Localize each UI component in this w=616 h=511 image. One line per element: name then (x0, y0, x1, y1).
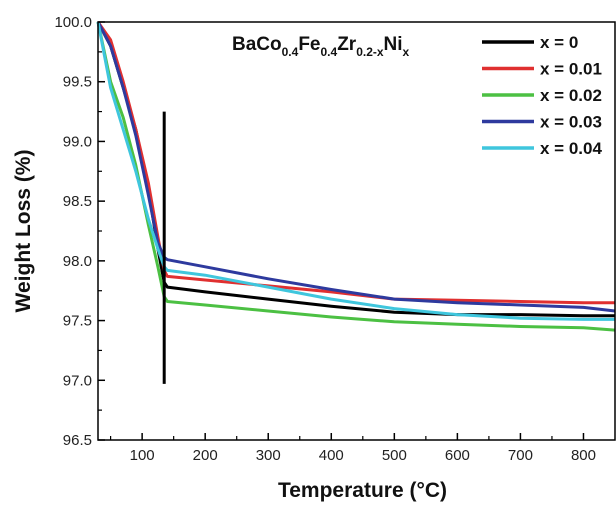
series-line-1 (96, 21, 615, 305)
x-tick-label-0: 100 (130, 447, 155, 464)
y-tick-label-2: 97.5 (63, 313, 92, 330)
y-axis-title: Weight Loss (%) (12, 150, 35, 313)
formula-part-3: 0.4 (321, 45, 338, 59)
plot-frame (97, 21, 616, 441)
y-tick-label-1: 97.0 (63, 372, 92, 389)
x-tick-label-5: 600 (445, 447, 470, 464)
legend-label-0: x = 0 (540, 33, 578, 52)
legend-label-1: x = 0.01 (540, 60, 602, 79)
legend-label-4: x = 0.04 (540, 139, 602, 158)
x-axis-title: Temperature (°C) (278, 479, 447, 502)
legend-label-2: x = 0.02 (540, 86, 602, 105)
plot-lines (96, 21, 616, 332)
x-tick-label-3: 400 (319, 447, 344, 464)
formula-part-1: 0.4 (282, 45, 299, 59)
formula-annotation: BaCo0.4Fe0.4Zr0.2-xNix (232, 34, 410, 59)
series-line-4 (96, 21, 615, 321)
y-axis: 96.5 97.0 97.5 98.0 98.5 99.0 99.5 100.0 (54, 14, 105, 449)
x-tick-label-4: 500 (382, 447, 407, 464)
y-tick-label-6: 99.5 (63, 74, 92, 91)
y-tick-label-7: 100.0 (54, 14, 92, 31)
x-tick-label-1: 200 (193, 447, 218, 464)
formula-part-6: Ni (384, 34, 403, 55)
formula-part-4: Zr (337, 34, 357, 55)
y-tick-label-5: 99.0 (63, 133, 92, 150)
x-axis: 100 200 300 400 500 600 700 800 (110, 433, 596, 464)
x-tick-label-7: 800 (571, 447, 596, 464)
formula-part-0: BaCo (232, 34, 282, 55)
y-tick-label-3: 98.0 (63, 253, 92, 270)
legend: x = 0 x = 0.01 x = 0.02 x = 0.03 x = 0.04 (482, 33, 602, 158)
x-tick-label-2: 300 (256, 447, 281, 464)
legend-label-3: x = 0.03 (540, 113, 602, 132)
y-tick-label-0: 96.5 (63, 432, 92, 449)
formula-part-7: x (403, 45, 410, 59)
y-tick-label-4: 98.5 (63, 193, 92, 210)
formula-part-2: Fe (298, 34, 320, 55)
series-line-3 (96, 21, 616, 313)
formula-part-5: 0.2-x (356, 45, 384, 59)
series-line-2 (96, 21, 616, 332)
x-tick-label-6: 700 (508, 447, 533, 464)
